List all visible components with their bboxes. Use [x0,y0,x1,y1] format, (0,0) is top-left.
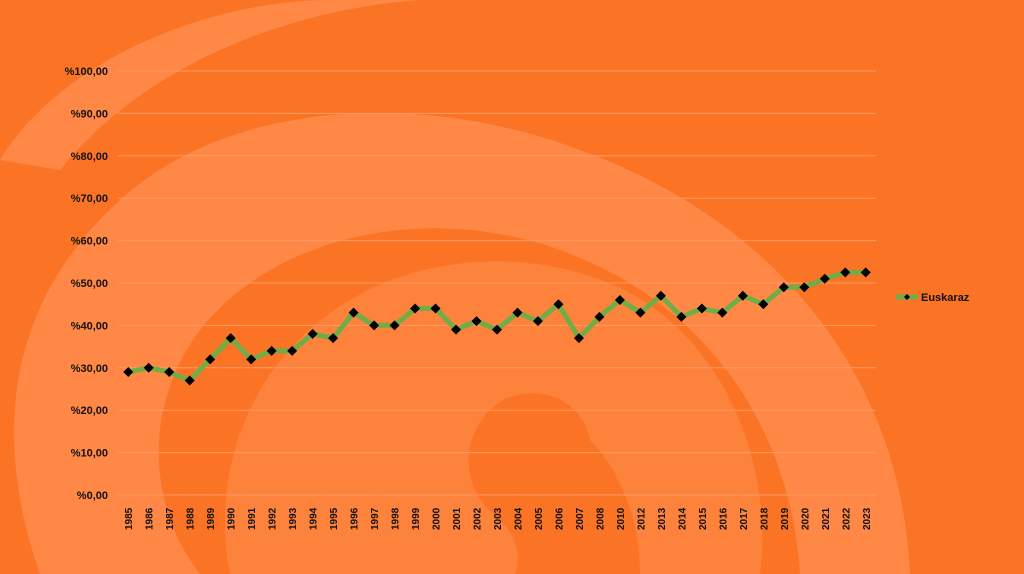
data-point [840,267,851,278]
data-point [328,333,339,344]
x-tick-label: 2023 [862,507,873,530]
data-point [655,290,666,301]
x-tick-label: 1998 [391,507,402,530]
data-point [307,328,318,339]
data-point [512,307,523,318]
x-tick-label: 1991 [247,507,258,530]
data-point [860,267,871,278]
x-tick-label: 1990 [227,507,238,530]
y-tick-label: %50,00 [71,278,108,290]
y-tick-label: %0,00 [77,490,108,502]
x-tick-label: 2002 [473,507,484,530]
x-tick-label: 2012 [636,507,647,530]
data-point [287,345,298,356]
y-tick-label: %70,00 [71,193,108,205]
data-point [614,294,625,305]
data-point [717,307,728,318]
data-point [143,362,154,373]
data-point [266,345,277,356]
x-tick-label: 1992 [268,507,279,530]
y-tick-label: %90,00 [71,108,108,120]
data-point [778,282,789,293]
data-point [410,303,421,314]
x-tick-label: 2020 [800,507,811,530]
data-point [430,303,441,314]
data-point [246,354,257,365]
x-tick-label: 1989 [206,507,217,530]
data-point [696,303,707,314]
data-point [369,320,380,331]
legend: Euskaraz [896,292,970,304]
data-point [532,316,543,327]
y-tick-label: %80,00 [71,151,108,163]
x-tick-label: 2006 [554,507,565,530]
x-tick-label: 2014 [677,507,688,530]
data-point [553,299,564,310]
x-tick-label: 1997 [370,507,381,530]
data-point [492,324,502,335]
x-tick-label: 2016 [718,507,729,530]
y-tick-label: %100,00 [65,66,108,78]
data-point [451,324,462,335]
x-tick-label: 1994 [309,507,320,530]
data-point [389,320,400,331]
series-euskaraz [123,267,871,386]
data-point [184,375,195,386]
data-point [164,367,175,378]
x-tick-label: 2021 [821,507,832,530]
x-tick-label: 2019 [780,507,791,530]
x-tick-label: 2022 [841,507,852,530]
x-tick-label: 1999 [411,507,422,530]
y-axis-ticks: %0,00 %10,00 %20,00 %30,00 %40,00 %50,00 %60,0… [65,66,108,502]
y-tick-label: %60,00 [71,236,108,248]
data-point [573,333,584,344]
y-tick-label: %10,00 [71,448,108,460]
x-tick-label: 1987 [165,507,176,530]
legend-label: Euskaraz [921,292,970,304]
x-tick-label: 2001 [452,507,463,530]
x-tick-label: 1995 [329,507,340,530]
y-tick-label: %30,00 [71,363,108,375]
data-point [676,311,687,322]
x-tick-label: 1985 [124,507,135,530]
data-point [799,282,810,293]
x-axis-ticks: 1985 1986 1987 1988 1989 1990 1991 1992 1993 1994… [124,507,873,530]
data-point [225,333,236,344]
data-point [123,367,134,378]
data-point [471,316,482,327]
x-tick-label: 1986 [145,507,156,530]
x-tick-label: 1996 [350,507,361,530]
x-tick-label: 2003 [493,507,504,530]
x-tick-label: 2004 [513,507,524,530]
data-point [205,354,216,365]
x-tick-label: 2018 [759,507,770,530]
x-tick-label: 2013 [657,507,668,530]
x-tick-label: 1988 [186,507,197,530]
x-tick-label: 2007 [575,507,586,530]
data-point [594,311,605,322]
data-point [348,307,359,318]
data-point [635,307,646,318]
legend-swatch-marker [904,294,910,300]
x-tick-label: 1993 [288,507,299,530]
data-point [758,299,769,310]
y-tick-label: %20,00 [71,405,108,417]
y-tick-label: %40,00 [71,320,108,332]
x-tick-label: 2010 [616,507,627,530]
x-tick-label: 2000 [432,507,443,530]
x-tick-label: 2008 [595,507,606,530]
decorative-swirl [0,0,910,574]
x-tick-label: 2005 [534,507,545,530]
x-tick-label: 2017 [739,507,750,530]
data-point [737,290,748,301]
data-point [819,273,830,284]
x-tick-label: 2015 [698,507,709,530]
